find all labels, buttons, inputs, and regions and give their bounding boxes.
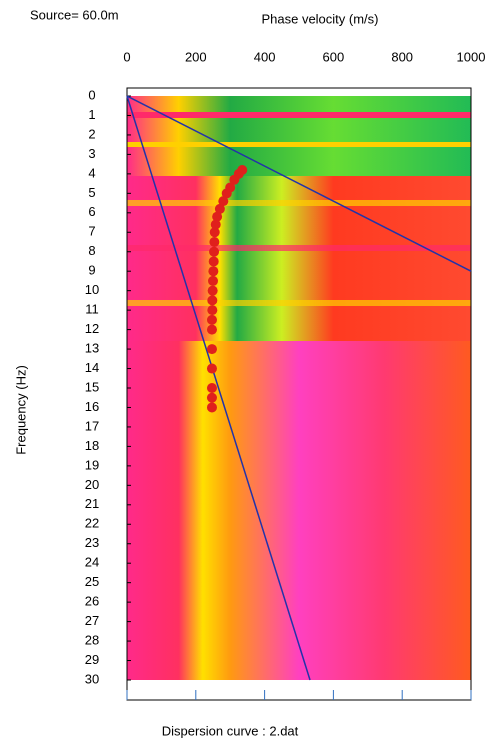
footer: Dispersion curve : 2.dat [162, 723, 299, 738]
y-tick-label: 22 [85, 516, 99, 531]
y-tick-label: 25 [85, 574, 99, 589]
x-tick-label: 400 [254, 49, 276, 64]
y-tick-label: 0 [88, 87, 95, 102]
dispersion-point [206, 402, 217, 413]
x-tick-label: 800 [391, 49, 413, 64]
dispersion-point [206, 344, 217, 355]
dispersion-point [214, 203, 225, 214]
dispersion-point [218, 196, 229, 207]
y-tick-label: 3 [88, 146, 95, 161]
y-tick-label: 7 [88, 224, 95, 239]
y-tick-label: 1 [88, 107, 95, 122]
dispersion-point [208, 256, 219, 267]
reference-line [126, 95, 311, 681]
dispersion-point [221, 188, 232, 199]
y-tick-label: 29 [85, 652, 99, 667]
y-tick-label: 17 [85, 418, 99, 433]
y-tick-label: 5 [88, 185, 95, 200]
y-tick-label: 14 [85, 360, 99, 375]
y-tick-label: 16 [85, 399, 99, 414]
dispersion-point [210, 219, 221, 230]
reference-line [126, 95, 472, 272]
x-tick-label: 600 [323, 49, 345, 64]
y-tick-label: 2 [88, 126, 95, 141]
y-tick-label: 4 [88, 165, 95, 180]
x-tick-label: 200 [185, 49, 207, 64]
dispersion-point [212, 211, 223, 222]
y-tick-label: 23 [85, 535, 99, 550]
dispersion-point [207, 285, 218, 296]
y-tick-label: 8 [88, 243, 95, 258]
heatmap [127, 96, 471, 680]
y-tick-label: 21 [85, 496, 99, 511]
y-tick-label: 9 [88, 263, 95, 278]
dispersion-point [208, 275, 218, 286]
dispersion-point [206, 363, 217, 374]
y-tick-label: 13 [85, 341, 99, 356]
y-tick-label: 12 [85, 321, 99, 336]
dispersion-point [206, 392, 217, 403]
dispersion-point [209, 227, 220, 238]
y-tick-label: 15 [85, 379, 99, 394]
chart-title: Source= 60.0m [30, 7, 119, 22]
x-axis-label: Phase velocity (m/s) [261, 11, 378, 26]
y-axis-label: Frequency (Hz) [13, 365, 28, 455]
dispersion-point [206, 324, 217, 335]
dispersion-point [209, 246, 220, 257]
dispersion-point [206, 314, 217, 325]
y-tick-label: 27 [85, 613, 99, 628]
dispersion-point [209, 237, 220, 247]
y-tick-label: 26 [85, 594, 99, 609]
x-tick-label: 0 [123, 49, 130, 64]
y-tick-label: 30 [85, 671, 99, 686]
y-tick-label: 24 [85, 555, 99, 570]
y-tick-label: 11 [85, 302, 99, 317]
y-tick-label: 28 [85, 633, 99, 648]
y-tick-label: 18 [85, 438, 99, 453]
y-tick-label: 19 [85, 457, 99, 472]
dispersion-point [207, 305, 218, 316]
y-tick-label: 6 [88, 204, 95, 219]
y-tick-label: 10 [85, 282, 99, 297]
dispersion-point [208, 266, 219, 277]
y-tick-label: 20 [85, 477, 99, 492]
dispersion-point [207, 295, 218, 306]
plot-frame [126, 87, 472, 701]
dispersion-point [229, 174, 240, 185]
x-tick-label: 1000 [457, 49, 486, 64]
dispersion-point [206, 383, 217, 393]
